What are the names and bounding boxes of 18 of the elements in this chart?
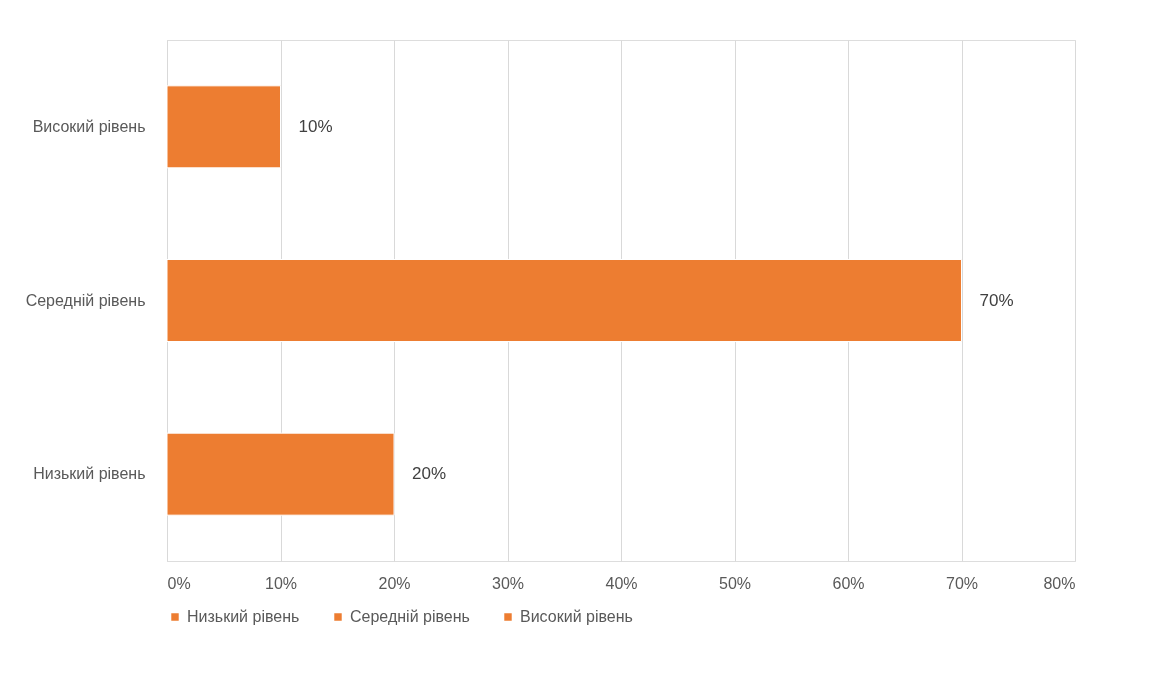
legend-label: Середній рівень: [350, 608, 470, 625]
x-tick-label: 50%: [718, 574, 752, 592]
y-tick-label: Середній рівень: [25, 291, 146, 309]
x-tick-label: 10%: [264, 574, 298, 592]
x-tick-label: 20%: [378, 574, 411, 592]
y-tick-label: Високий рівень: [32, 117, 146, 135]
x-tick-label: 0%: [167, 574, 191, 592]
legend-label: Високий рівень: [520, 608, 633, 625]
x-tick-label: 70%: [945, 574, 979, 592]
data-label: 20%: [412, 464, 447, 484]
x-tick-label: 80%: [1043, 574, 1076, 592]
data-label: 10%: [298, 116, 333, 136]
x-tick-label: 60%: [832, 574, 865, 592]
x-tick-label: 40%: [605, 574, 638, 592]
data-label: 70%: [979, 290, 1014, 310]
y-tick-label: Низький рівень: [33, 465, 146, 483]
x-tick-label: 30%: [491, 574, 525, 592]
legend-label: Низький рівень: [187, 608, 300, 625]
